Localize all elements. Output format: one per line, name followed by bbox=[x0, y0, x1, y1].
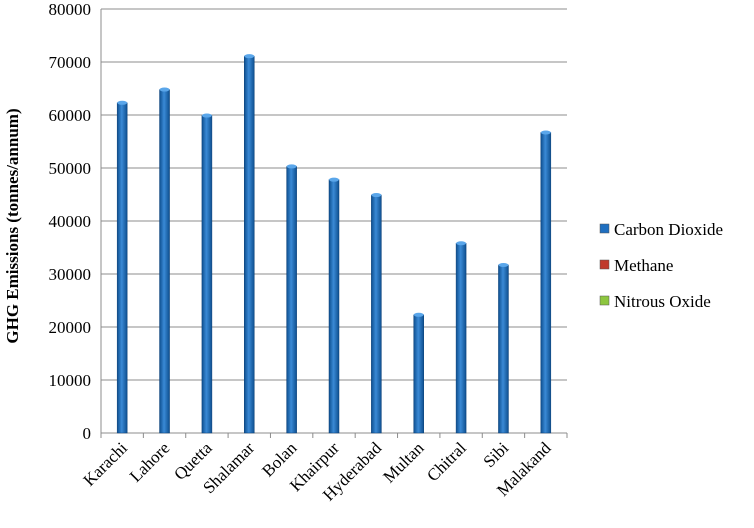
legend-label: Methane bbox=[614, 256, 673, 275]
bar-khairpur-carbon-dioxide bbox=[328, 179, 340, 434]
x-tick-label: Chitral bbox=[423, 438, 470, 485]
bar-cap bbox=[159, 87, 170, 92]
y-tick-label: 60000 bbox=[49, 106, 92, 125]
y-tick-label: 30000 bbox=[49, 265, 92, 284]
y-tick-label: 20000 bbox=[49, 318, 92, 337]
y-tick-label: 40000 bbox=[49, 212, 92, 231]
bar-cap bbox=[244, 54, 255, 59]
y-tick-label: 0 bbox=[83, 424, 92, 443]
y-tick-label: 70000 bbox=[49, 53, 92, 72]
y-tick-label: 80000 bbox=[49, 0, 92, 19]
y-tick-label: 10000 bbox=[49, 371, 92, 390]
legend-label: Carbon Dioxide bbox=[614, 220, 723, 239]
legend-swatch-carbon-dioxide bbox=[599, 223, 610, 234]
y-tick-label: 50000 bbox=[49, 159, 92, 178]
bars bbox=[116, 54, 552, 434]
bar-quetta-carbon-dioxide bbox=[201, 115, 213, 434]
legend-swatch-nitrous-oxide bbox=[599, 295, 610, 306]
bar-cap bbox=[329, 177, 339, 182]
bar-cap bbox=[413, 312, 424, 317]
y-axis-title: GHG Emissions (tonnes/annum) bbox=[3, 108, 22, 343]
legend-label: Nitrous Oxide bbox=[614, 292, 711, 311]
bar-karachi-carbon-dioxide bbox=[116, 102, 128, 434]
bar-cap bbox=[117, 100, 128, 105]
bar-lahore-carbon-dioxide bbox=[159, 89, 170, 434]
bar-cap bbox=[456, 241, 467, 246]
x-tick-label: Sibi bbox=[479, 438, 512, 471]
bar-shalamar-carbon-dioxide bbox=[244, 55, 255, 434]
x-tick-label: Multan bbox=[379, 438, 428, 487]
bar-cap bbox=[286, 164, 297, 169]
bar-hyderabad-carbon-dioxide bbox=[371, 194, 382, 434]
bar-cap bbox=[540, 130, 551, 135]
bar-chitral-carbon-dioxide bbox=[455, 243, 467, 434]
bar-cap bbox=[371, 193, 382, 198]
x-tick-label: Karachi bbox=[80, 438, 132, 490]
bar-cap bbox=[498, 262, 509, 267]
legend: Carbon Dioxide Methane Nitrous Oxide bbox=[599, 220, 723, 311]
bar-multan-carbon-dioxide bbox=[413, 314, 424, 434]
bar-malakand-carbon-dioxide bbox=[540, 132, 552, 434]
y-tick-labels: 0 10000 20000 30000 40000 50000 60000 70000 8000… bbox=[49, 0, 92, 443]
x-tick-label: Lahore bbox=[126, 438, 173, 485]
bar-sibi-carbon-dioxide bbox=[498, 264, 509, 434]
bar-bolan-carbon-dioxide bbox=[286, 166, 297, 434]
bar-cap bbox=[201, 113, 212, 118]
legend-swatch-methane bbox=[599, 259, 610, 270]
